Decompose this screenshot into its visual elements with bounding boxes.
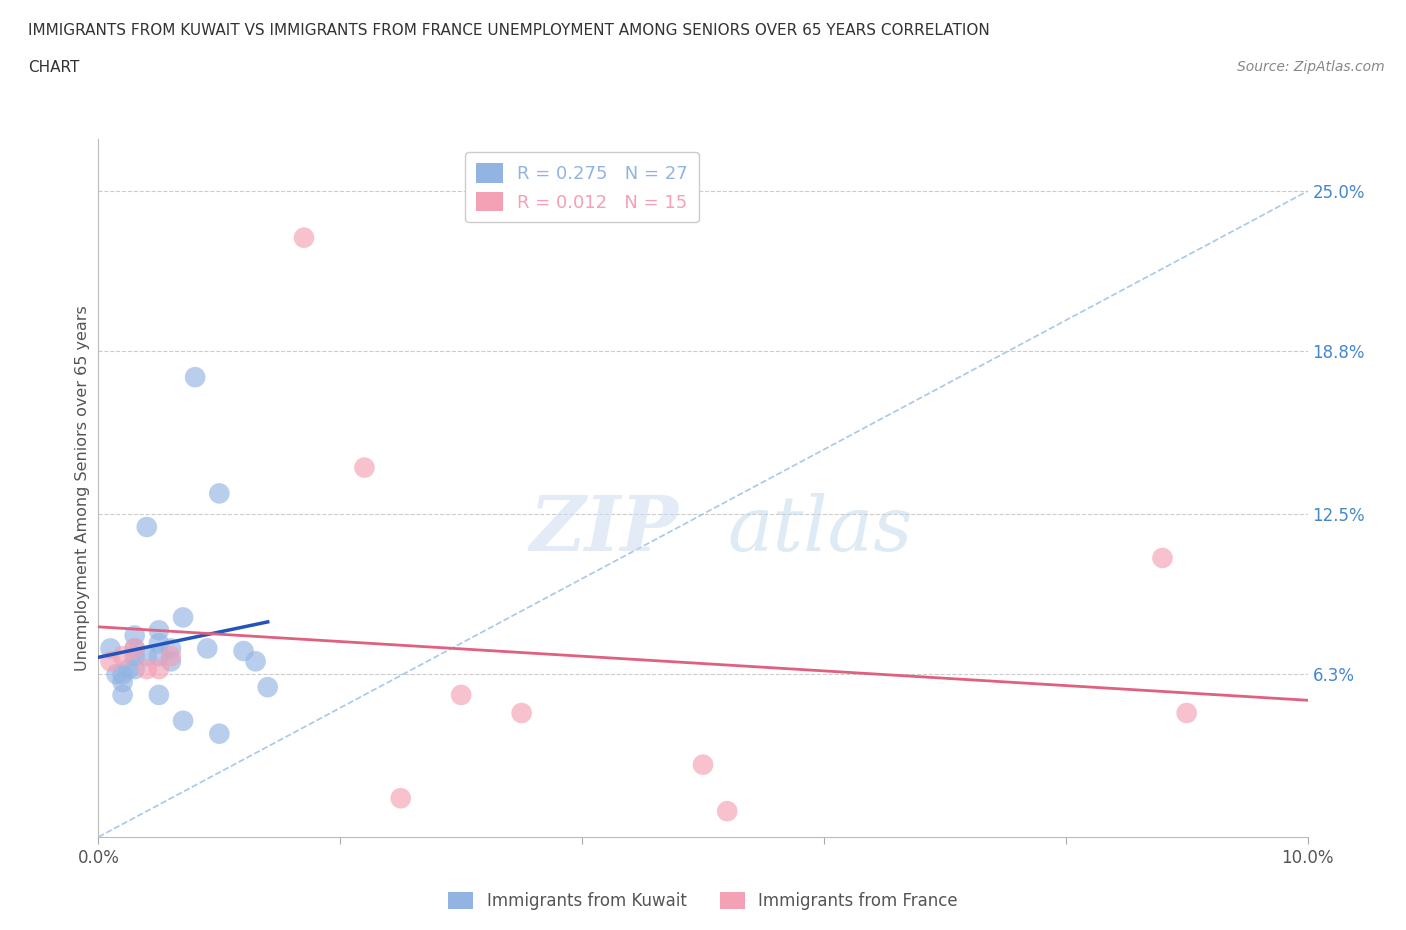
- Point: [160, 641, 183, 656]
- Point: [450, 687, 472, 702]
- Point: [389, 790, 412, 805]
- Point: [208, 726, 231, 741]
- Point: [1175, 706, 1198, 721]
- Point: [1152, 551, 1174, 565]
- Point: [135, 649, 157, 664]
- Legend: Immigrants from Kuwait, Immigrants from France: Immigrants from Kuwait, Immigrants from …: [441, 885, 965, 917]
- Y-axis label: Unemployment Among Seniors over 65 years: Unemployment Among Seniors over 65 years: [75, 305, 90, 671]
- Point: [124, 661, 146, 676]
- Point: [135, 661, 157, 676]
- Point: [692, 757, 714, 772]
- Point: [172, 610, 194, 625]
- Point: [148, 661, 170, 676]
- Text: CHART: CHART: [28, 60, 80, 75]
- Point: [148, 636, 170, 651]
- Point: [124, 628, 146, 643]
- Point: [160, 654, 183, 669]
- Point: [111, 674, 134, 689]
- Text: ZIP: ZIP: [530, 493, 679, 567]
- Point: [195, 641, 218, 656]
- Legend: R = 0.275   N = 27, R = 0.012   N = 15: R = 0.275 N = 27, R = 0.012 N = 15: [465, 152, 699, 222]
- Point: [100, 654, 122, 669]
- Point: [124, 641, 146, 656]
- Point: [148, 687, 170, 702]
- Point: [118, 661, 141, 676]
- Point: [208, 486, 231, 501]
- Point: [135, 520, 157, 535]
- Point: [105, 667, 128, 682]
- Point: [353, 460, 375, 475]
- Point: [184, 370, 207, 385]
- Text: Source: ZipAtlas.com: Source: ZipAtlas.com: [1237, 60, 1385, 74]
- Point: [111, 649, 134, 664]
- Point: [148, 649, 170, 664]
- Point: [172, 713, 194, 728]
- Text: IMMIGRANTS FROM KUWAIT VS IMMIGRANTS FROM FRANCE UNEMPLOYMENT AMONG SENIORS OVER: IMMIGRANTS FROM KUWAIT VS IMMIGRANTS FRO…: [28, 23, 990, 38]
- Point: [124, 641, 146, 656]
- Point: [292, 231, 315, 246]
- Point: [111, 667, 134, 682]
- Point: [148, 623, 170, 638]
- Point: [124, 649, 146, 664]
- Point: [232, 644, 254, 658]
- Point: [245, 654, 267, 669]
- Point: [510, 706, 533, 721]
- Text: atlas: atlas: [727, 493, 912, 567]
- Point: [256, 680, 278, 695]
- Point: [716, 804, 738, 818]
- Point: [100, 641, 122, 656]
- Point: [111, 687, 134, 702]
- Point: [160, 649, 183, 664]
